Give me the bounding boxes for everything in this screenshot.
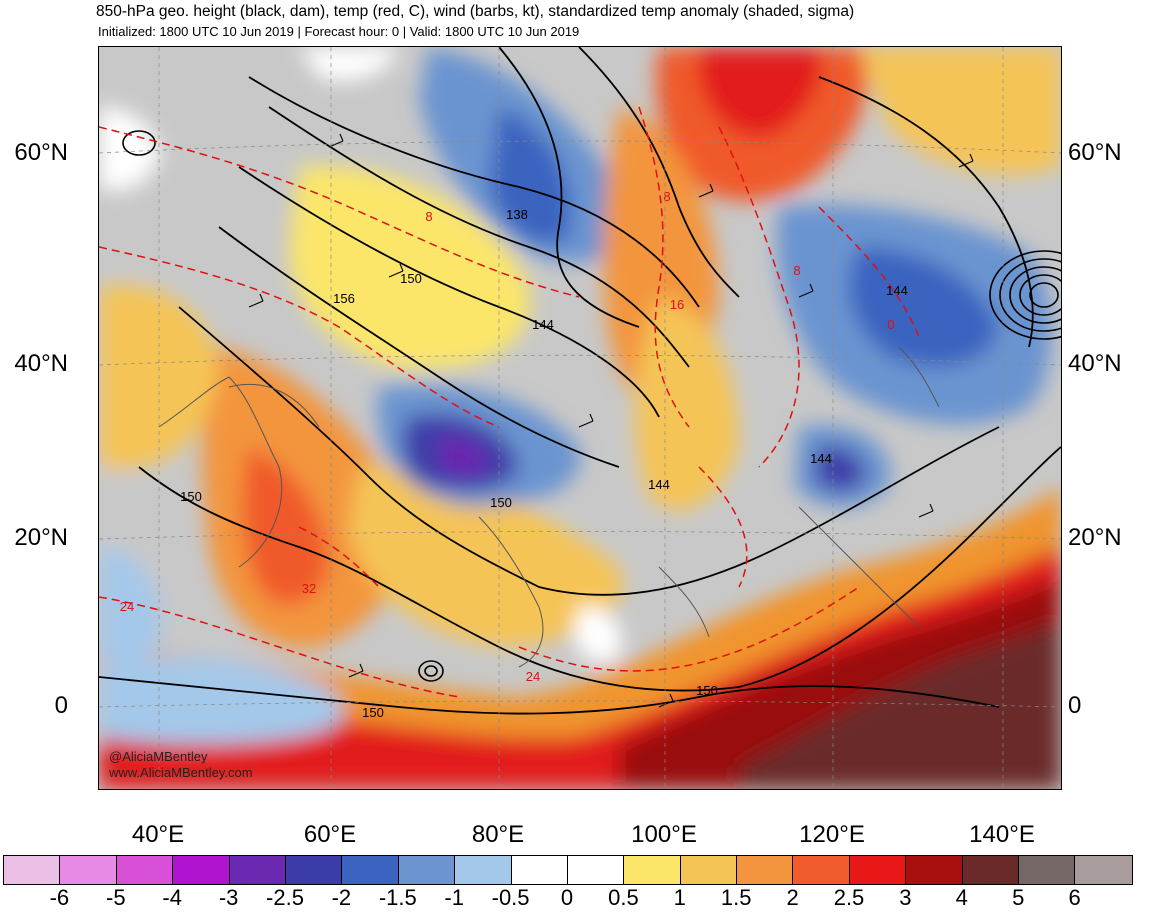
colorbar-swatch: [4, 856, 61, 884]
weather-map: 138 150 156 144 144 150 150 144 144 150 …: [99, 47, 1061, 789]
map-panel: 138 150 156 144 144 150 150 144 144 150 …: [98, 46, 1062, 790]
lat-label-left: 0: [54, 692, 68, 719]
temp-label: 32: [302, 581, 316, 596]
colorbar-swatch: [567, 856, 625, 884]
colorbar-swatch: [511, 856, 568, 884]
colorbar-swatch: [793, 856, 850, 884]
height-label: 150: [490, 495, 512, 510]
height-label: 150: [362, 705, 384, 720]
colorbar-swatch: [285, 856, 343, 884]
lat-label-left: 60°N: [14, 139, 68, 166]
lon-label: 80°E: [471, 821, 525, 848]
colorbar-label: -6: [49, 885, 70, 910]
colorbar-label: -0.5: [491, 885, 530, 910]
temp-label: 24: [526, 669, 540, 684]
lat-label-right: 40°N: [1068, 350, 1122, 377]
lon-label: 60°E: [303, 821, 357, 848]
colorbar-label: 0: [560, 885, 574, 910]
colorbar-label: 5: [1012, 885, 1025, 910]
lon-label: 140°E: [969, 821, 1035, 848]
colorbar-swatch: [680, 856, 738, 884]
temp-label: 8: [663, 189, 670, 204]
map-title: 850-hPa geo. height (black, dam), temp (…: [96, 3, 855, 20]
colorbar-swatch: [1019, 856, 1076, 884]
lat-label-left: 20°N: [14, 524, 68, 551]
colorbar-label: -4: [162, 885, 182, 910]
colorbar-label: -1.5: [378, 885, 417, 910]
colorbar-label: -3: [218, 885, 239, 910]
colorbar-swatch: [342, 856, 399, 884]
colorbar-label: 2.5: [833, 885, 865, 910]
height-label: 150: [180, 489, 202, 504]
height-label: 150: [696, 683, 718, 698]
lon-label: 40°E: [131, 821, 185, 848]
map-subtitle: Initialized: 1800 UTC 10 Jun 2019 | Fore…: [98, 24, 580, 39]
colorbar-label: 0.5: [608, 885, 639, 910]
colorbar-label: 1.5: [720, 885, 752, 910]
colorbar-swatch: [229, 856, 286, 884]
temp-label: 0: [887, 317, 894, 332]
height-label: 150: [400, 271, 422, 286]
lon-label: 100°E: [631, 821, 697, 848]
colorbar-label: 6: [1068, 885, 1081, 910]
colorbar-label: -5: [106, 885, 126, 910]
credit-handle: @AliciaMBentley: [109, 749, 208, 764]
lat-label-right: 20°N: [1068, 524, 1122, 551]
height-label: 144: [886, 283, 908, 298]
colorbar-swatch: [1075, 856, 1132, 884]
colorbar-label: 4: [955, 885, 968, 910]
colorbar-swatch: [173, 856, 230, 884]
colorbar-swatch: [116, 856, 174, 884]
height-label: 144: [532, 317, 554, 332]
colorbar-label: -2.5: [266, 885, 304, 910]
colorbar-swatch: [849, 856, 907, 884]
lon-label: 120°E: [799, 821, 865, 848]
temp-label: 24: [120, 599, 134, 614]
colorbar-label: 3: [899, 885, 912, 910]
colorbar-label: -2: [331, 885, 352, 910]
colorbar-swatch: [962, 856, 1020, 884]
colorbar-swatch: [60, 856, 117, 884]
lat-label-right: 0: [1068, 692, 1082, 719]
colorbar-swatch: [455, 856, 512, 884]
height-label: 144: [810, 451, 832, 466]
colorbar-swatch: [737, 856, 794, 884]
height-label: 138: [506, 207, 528, 222]
temp-label: 8: [425, 209, 432, 224]
colorbar-swatch: [624, 856, 681, 884]
colorbar: [3, 855, 1133, 885]
temp-label: 8: [793, 263, 800, 278]
credit-website: www.AliciaMBentley.com: [109, 765, 253, 780]
colorbar-label: -1: [444, 885, 464, 910]
height-label: 144: [648, 477, 670, 492]
colorbar-label: 2: [786, 885, 799, 910]
lat-label-right: 60°N: [1068, 139, 1122, 166]
height-label: 156: [333, 291, 355, 306]
lat-label-left: 40°N: [14, 350, 68, 377]
colorbar-swatch: [398, 856, 456, 884]
temp-label: 16: [670, 297, 684, 312]
colorbar-swatch: [906, 856, 963, 884]
colorbar-label: 1: [673, 885, 686, 910]
